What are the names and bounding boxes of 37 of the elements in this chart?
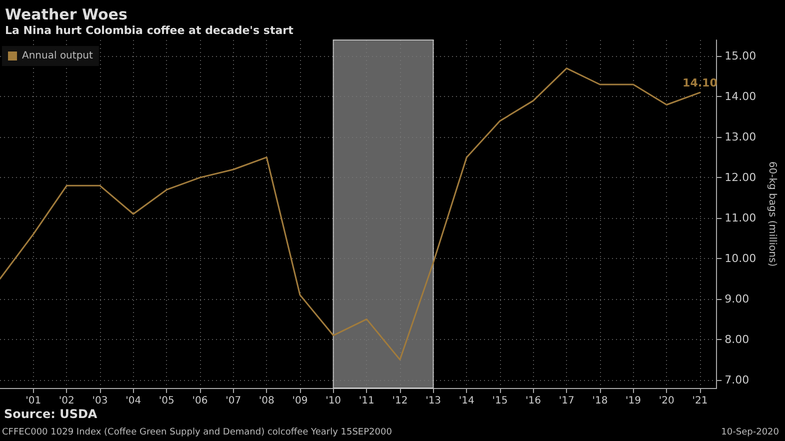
y2-tick-label: 11.00	[724, 212, 756, 225]
x-tick-label: '05	[158, 396, 174, 406]
legend-label: Annual output	[22, 50, 93, 62]
x-tick-label: '06	[192, 396, 208, 406]
x-tick-label: '10	[326, 396, 342, 406]
chart-title: Weather Woes	[5, 6, 128, 24]
x-tick-label: '09	[292, 396, 308, 406]
y2-tick-label: 13.00	[724, 130, 756, 144]
y2-tick-label: 15.00	[724, 50, 756, 63]
y2-tick-label: 8.00	[724, 332, 750, 346]
x-tick-label: '04	[126, 396, 142, 406]
x-tick-label: '13	[426, 396, 442, 406]
y2-tick-label: 14.00	[724, 90, 756, 104]
x-tick-label: '21	[692, 396, 708, 406]
y2-tick-label: 9.00	[724, 292, 750, 306]
x-tick-label: '07	[226, 396, 242, 406]
x-tick-label: '20	[658, 396, 674, 406]
y2-tick-label: 7.00	[724, 373, 750, 386]
x-tick-label: '16	[526, 396, 542, 406]
x-tick-label: '18	[592, 396, 608, 406]
x-tick-label: '19	[626, 396, 642, 406]
x-tick-label: '08	[258, 396, 274, 406]
x-tick-label: '17	[558, 396, 574, 406]
x-tick-label: '12	[392, 396, 408, 406]
x-tick-label: '02	[58, 396, 74, 406]
y2-tick-label: 10.00	[724, 252, 756, 266]
text: CFFEC000 1029 Index (Coffee Green Supply and Demand) colcoffee Yearly 15SEP2000	[2, 428, 392, 438]
x-tick-label: '15	[492, 396, 508, 406]
x-tick-label: '14	[458, 396, 474, 406]
text: 10-Sep-2020	[721, 428, 780, 438]
source-note: Source: USDA	[4, 407, 98, 421]
y2-tick-label: 12.00	[724, 171, 756, 184]
x-tick-label: '01	[26, 396, 42, 406]
x-tick-label: '11	[358, 396, 374, 406]
x-tick-label: '03	[92, 396, 108, 406]
y2-axis-title: 60-kg bags (millions)	[766, 161, 778, 267]
chart-subtitle: La Nina hurt Colombia coffee at decade's start	[5, 24, 294, 37]
